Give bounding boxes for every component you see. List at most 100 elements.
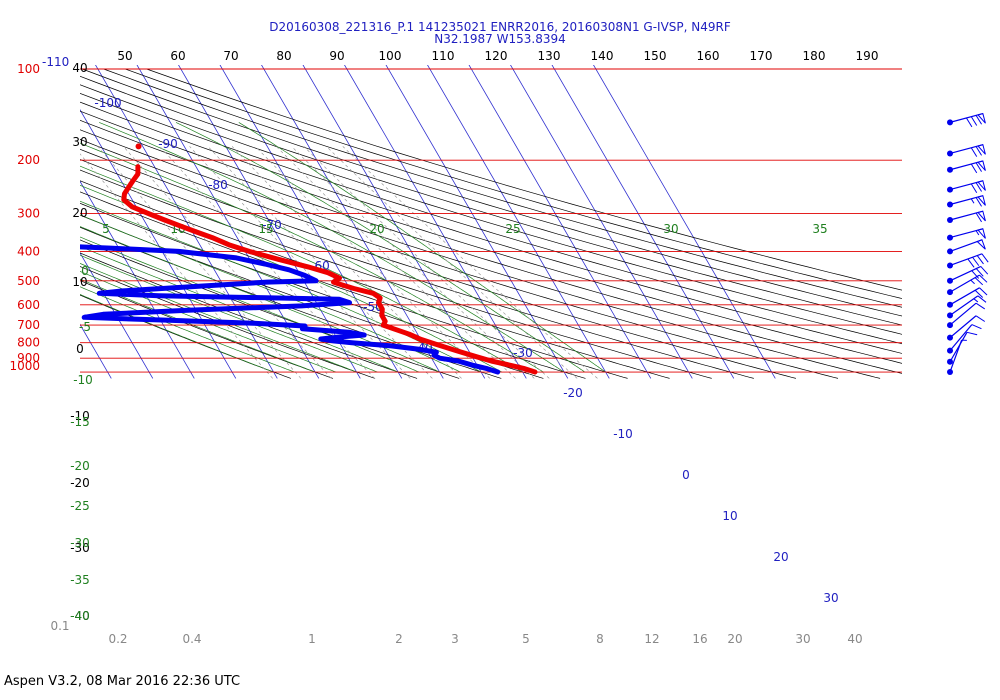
top-tick-label: 80 xyxy=(276,49,291,63)
isotherm-line xyxy=(80,180,195,379)
isobar-lines xyxy=(80,68,902,373)
pressure-tick-label: 900 xyxy=(17,351,40,365)
moist-adiabat-line xyxy=(238,122,606,373)
wind-barb-feather xyxy=(967,258,975,268)
pressure-tick-label: 100 xyxy=(17,62,40,76)
wind-barb-pennant xyxy=(976,239,986,250)
dry-adiabat-line xyxy=(80,92,902,345)
moist-adiabat-label: -25 xyxy=(70,499,90,513)
pressure-tick-label: 500 xyxy=(17,274,40,288)
chart-title-line-1: D20160308_221316_P.1 141235021 ENRR2016,… xyxy=(269,20,731,34)
pressure-tick-label: 600 xyxy=(17,298,40,312)
dry-adiabat-line xyxy=(80,84,902,335)
moist-adiabat-label: -5 xyxy=(79,320,91,334)
mixing-ratio-label: 16 xyxy=(692,632,707,646)
isotherm-label: -90 xyxy=(158,137,178,151)
wind-barb-feather xyxy=(974,277,984,286)
wind-barb-feather xyxy=(975,212,982,223)
wind-barb-staff xyxy=(949,339,963,373)
dry-adiabat-line xyxy=(80,148,796,379)
wind-barb-feather xyxy=(975,162,982,172)
wind-barb-feather xyxy=(977,295,987,303)
corner-label: -110 xyxy=(42,55,69,69)
top-tick-label: 110 xyxy=(432,49,455,63)
wind-barb-pennant xyxy=(977,144,986,155)
wind-barb-pennant xyxy=(977,160,986,171)
isotherm-label: 30 xyxy=(823,591,838,605)
mixing-ratio-line xyxy=(97,146,302,379)
wind-barb-feather xyxy=(975,146,982,156)
top-tick-label: 120 xyxy=(485,49,508,63)
wind-barb-staff xyxy=(949,324,973,352)
dry-adiabat-line xyxy=(80,280,334,379)
sounding-series xyxy=(80,143,538,375)
moist-adiabat-top-label: 5 xyxy=(102,222,110,236)
mixing-ratio-line xyxy=(326,146,578,379)
footer-text: Aspen V3.2, 08 Mar 2016 22:36 UTC xyxy=(4,674,240,689)
pressure-tick-label: 200 xyxy=(17,153,40,167)
isotherm-label: -80 xyxy=(208,178,228,192)
top-tick-label: 60 xyxy=(170,49,185,63)
mixing-ratio-label: 1 xyxy=(308,632,316,646)
dewpoint-line xyxy=(80,244,501,375)
wind-barb xyxy=(947,287,988,308)
mixing-ratio-line xyxy=(291,146,535,379)
top-tick-label: 130 xyxy=(538,49,561,63)
isotherm-line xyxy=(344,65,527,379)
moist-adiabat-line xyxy=(80,254,378,373)
mixing-ratio-label: 40 xyxy=(847,632,862,646)
wind-barb-staff xyxy=(949,180,983,191)
wind-barb-half-feather xyxy=(970,198,975,204)
mixing-ratio-line xyxy=(207,146,433,379)
dry-adiabat-line xyxy=(146,68,902,291)
moist-adiabat-line xyxy=(80,263,357,373)
isotherm-line xyxy=(80,252,154,379)
wind-barb xyxy=(947,144,986,157)
temperature-line xyxy=(121,164,538,375)
dry-adiabat-line xyxy=(80,129,881,379)
wind-barb-feather xyxy=(975,302,986,310)
chart-grid xyxy=(80,65,902,379)
moist-adiabat-top-label: 30 xyxy=(663,222,678,236)
wind-barb-feather xyxy=(974,289,984,298)
wind-barb-staff xyxy=(949,315,977,339)
dry-adiabat-line xyxy=(80,266,376,379)
wind-barb xyxy=(947,195,986,208)
mixing-ratio-line xyxy=(80,153,273,379)
dry-adiabat-line xyxy=(124,68,902,299)
isotherm-line xyxy=(95,65,278,379)
moist-adiabat-top-label: 20 xyxy=(369,222,384,236)
wind-barb-feather xyxy=(970,147,978,157)
wind-barb-pennant xyxy=(977,228,986,239)
wind-barb-feather xyxy=(970,183,978,194)
mixing-ratio-line xyxy=(276,146,516,379)
moist-adiabat-line xyxy=(175,122,585,373)
top-tick-label: 180 xyxy=(803,49,826,63)
mixing-ratio-label: 0.2 xyxy=(108,632,127,646)
wind-barb xyxy=(947,239,986,255)
wind-barb-feather xyxy=(971,270,980,279)
isotherm-line xyxy=(80,108,237,379)
mixing-ratio-line xyxy=(303,146,550,379)
isotherm-line xyxy=(593,65,776,379)
moist-adiabat-top-label: 35 xyxy=(812,222,827,236)
dry-adiabat-line xyxy=(80,75,902,326)
moist-adiabat-label: -40 xyxy=(70,609,90,623)
top-tick-label: 140 xyxy=(591,49,614,63)
moist-adiabat-label: -35 xyxy=(70,573,90,587)
isotherm-label: -100 xyxy=(94,96,121,110)
mixing-ratio-line xyxy=(123,146,332,379)
chart-header: D20160308_221316_P.1 141235021 ENRR2016,… xyxy=(269,20,731,46)
wind-barb-half-feather xyxy=(975,230,980,236)
wind-barb-feather xyxy=(976,255,984,265)
wind-barb-feather xyxy=(965,117,973,128)
pressure-tick-label: 400 xyxy=(17,244,40,258)
wind-barb-feather xyxy=(979,274,988,283)
isotherm-label: 20 xyxy=(773,550,788,564)
moist-adiabat-line xyxy=(80,286,295,373)
isotherm-line xyxy=(551,65,735,379)
wind-barb-feather xyxy=(975,115,982,125)
wind-barb-staff xyxy=(949,144,983,155)
